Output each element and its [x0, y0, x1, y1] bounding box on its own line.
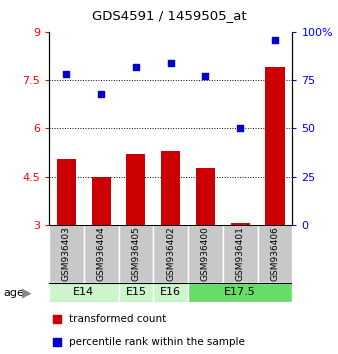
- Point: [64, 72, 69, 77]
- Text: GSM936405: GSM936405: [131, 227, 140, 281]
- Text: E15: E15: [125, 287, 146, 297]
- Point: [133, 64, 139, 69]
- Bar: [223, 225, 258, 283]
- Bar: [196, 167, 215, 225]
- Bar: [119, 225, 153, 283]
- Bar: [49, 283, 119, 302]
- Point: [203, 73, 208, 79]
- Point: [272, 37, 278, 42]
- Text: ▶: ▶: [22, 287, 31, 299]
- Text: GSM936400: GSM936400: [201, 227, 210, 281]
- Bar: [153, 225, 188, 283]
- Text: E14: E14: [73, 287, 94, 297]
- Text: age: age: [3, 288, 24, 298]
- Bar: [92, 177, 111, 225]
- Bar: [153, 283, 188, 302]
- Text: GSM936406: GSM936406: [270, 227, 280, 281]
- Bar: [265, 67, 285, 225]
- Bar: [258, 225, 292, 283]
- Bar: [119, 283, 153, 302]
- Bar: [231, 223, 250, 225]
- Bar: [57, 159, 76, 225]
- Text: percentile rank within the sample: percentile rank within the sample: [69, 337, 245, 348]
- Text: transformed count: transformed count: [69, 314, 167, 325]
- Point: [238, 125, 243, 131]
- Text: E17.5: E17.5: [224, 287, 256, 297]
- Bar: [161, 152, 180, 225]
- Bar: [126, 154, 145, 225]
- Point: [54, 316, 59, 322]
- Bar: [49, 225, 84, 283]
- Text: GDS4591 / 1459505_at: GDS4591 / 1459505_at: [92, 9, 246, 22]
- Bar: [188, 225, 223, 283]
- Point: [168, 60, 173, 65]
- Point: [98, 91, 104, 96]
- Text: E16: E16: [160, 287, 181, 297]
- Text: GSM936404: GSM936404: [97, 227, 106, 281]
- Point: [54, 340, 59, 346]
- Text: GSM936401: GSM936401: [236, 227, 245, 281]
- Bar: [188, 283, 292, 302]
- Text: GSM936403: GSM936403: [62, 227, 71, 281]
- Text: GSM936402: GSM936402: [166, 227, 175, 281]
- Bar: [84, 225, 119, 283]
